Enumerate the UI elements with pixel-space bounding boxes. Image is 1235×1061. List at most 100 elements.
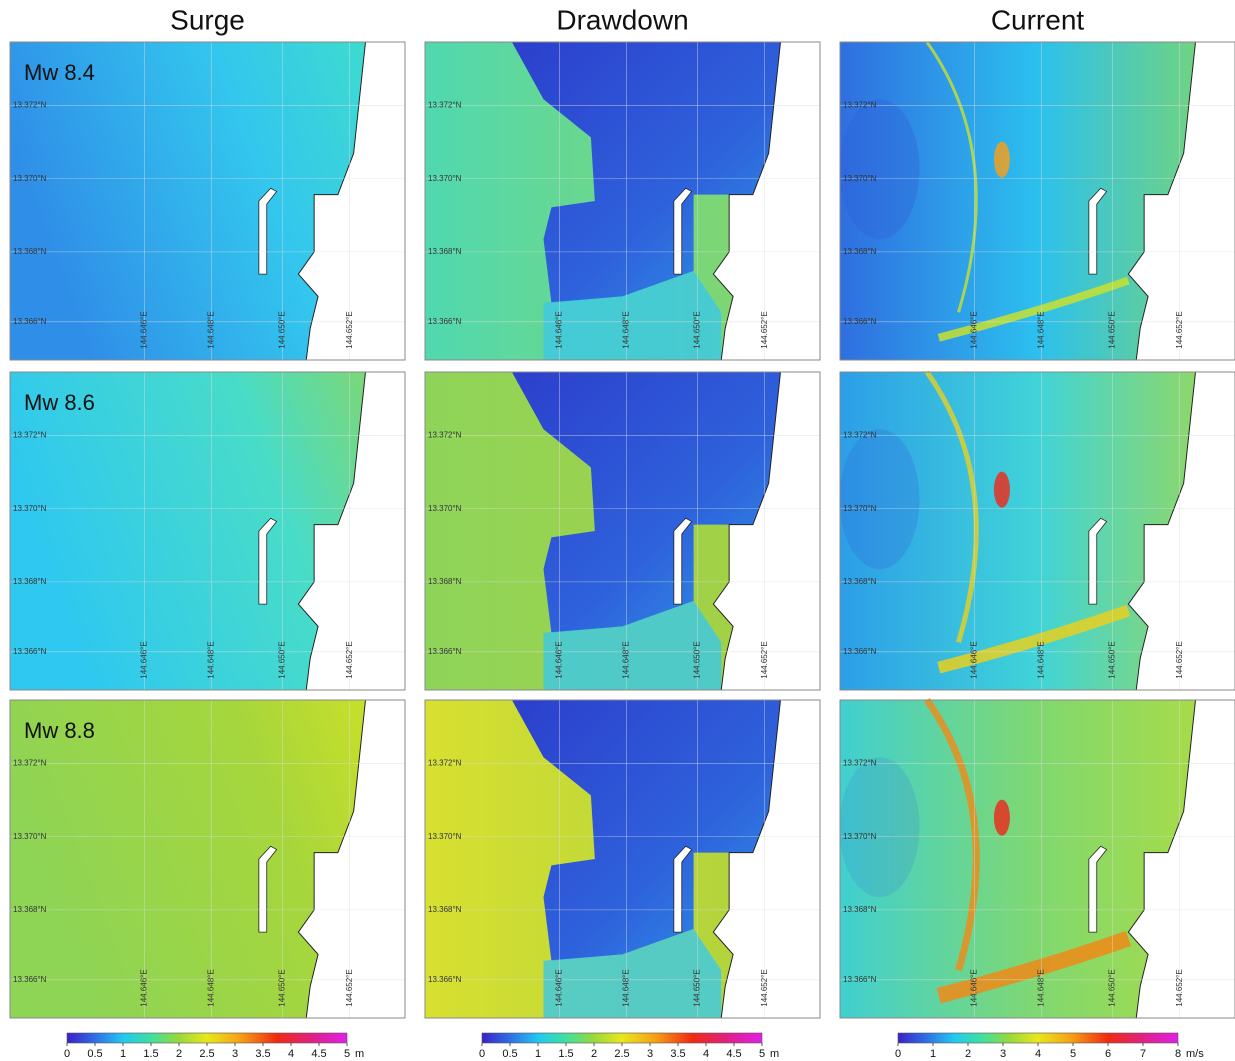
longitude-label: 144.650°E	[693, 969, 702, 1006]
longitude-label: 144.652°E	[760, 969, 769, 1006]
low-current	[840, 757, 920, 897]
latitude-label: 13.368°N	[428, 905, 462, 914]
longitude-label: 144.650°E	[1108, 311, 1117, 348]
colorbar-unit: m	[770, 1048, 779, 1060]
colorbar	[67, 1033, 347, 1043]
colorbar-tick-label: 4.5	[726, 1048, 741, 1060]
map-panel: 13.372°N 13.370°N 13.368°N 13.366°N 144.646°…	[10, 372, 405, 690]
latitude-label: 13.366°N	[428, 647, 462, 656]
longitude-label: 144.646°E	[969, 969, 978, 1006]
longitude-label: 144.648°E	[1037, 311, 1046, 348]
latitude-label: 13.370°N	[13, 504, 47, 513]
latitude-label: 13.372°N	[843, 431, 877, 440]
colorbar-tick-label: 8	[1175, 1048, 1181, 1060]
longitude-label: 144.652°E	[760, 641, 769, 678]
latitude-label: 13.372°N	[13, 431, 47, 440]
latitude-label: 13.368°N	[843, 577, 877, 586]
colorbar-tick-label: 3.5	[670, 1048, 685, 1060]
colorbar-tick-label: 0	[895, 1048, 901, 1060]
longitude-label: 144.652°E	[1175, 641, 1184, 678]
colorbar-tick-label: 5	[1070, 1048, 1076, 1060]
colorbar-unit: m/s	[1186, 1048, 1204, 1060]
longitude-label: 144.650°E	[1108, 641, 1117, 678]
figure: SurgeDrawdownCurrent13.372°N13.370°N13.3…	[0, 0, 1235, 1061]
colorbar-tick-label: 3	[647, 1048, 653, 1060]
longitude-label: 144.648°E	[1037, 641, 1046, 678]
latitude-label: 13.366°N	[428, 317, 462, 326]
latitude-label: 13.370°N	[428, 504, 462, 513]
latitude-label: 13.368°N	[843, 905, 877, 914]
latitude-label: 13.368°N	[428, 577, 462, 586]
colorbar-tick-label: 0	[64, 1048, 70, 1060]
colorbar-tick-label: 3	[232, 1048, 238, 1060]
longitude-label: 144.648°E	[622, 969, 631, 1006]
colorbar-tick-label: 3.5	[255, 1048, 270, 1060]
map-panel: 13.372°N13.370°N13.368°N13.366°N144.646°…	[840, 372, 1235, 690]
eddy	[994, 142, 1010, 178]
latitude-label: 13.368°N	[13, 905, 47, 914]
latitude-label: 13.372°N	[843, 759, 877, 768]
longitude-label: 144.648°E	[207, 641, 216, 678]
longitude-label: 144.650°E	[278, 641, 287, 678]
colorbar-tick-label: 0.5	[87, 1048, 102, 1060]
latitude-label: 13.370°N	[428, 832, 462, 841]
low-current	[840, 99, 920, 239]
latitude-label: 13.368°N	[13, 577, 47, 586]
latitude-label: 13.372°N	[13, 759, 47, 768]
colorbar-tick-label: 1	[120, 1048, 126, 1060]
longitude-label: 144.646°E	[554, 969, 563, 1006]
colorbar-tick-label: 2.5	[199, 1048, 214, 1060]
latitude-label: 13.370°N	[428, 174, 462, 183]
longitude-label: 144.646°E	[969, 311, 978, 348]
longitude-label: 144.648°E	[1037, 969, 1046, 1006]
low-current	[840, 429, 920, 569]
latitude-label: 13.366°N	[13, 317, 47, 326]
longitude-label: 144.646°E	[139, 641, 148, 678]
colorbar-tick-label: 5	[759, 1048, 765, 1060]
row-label: Mw 8.4	[24, 60, 95, 85]
longitude-label: 144.650°E	[693, 311, 702, 348]
map-panel: 13.372°N13.370°N13.368°N13.366°N144.646°…	[10, 42, 405, 360]
longitude-label: 144.652°E	[345, 311, 354, 348]
longitude-label: 144.652°E	[1175, 969, 1184, 1006]
colorbar-tick-label: 0.5	[502, 1048, 517, 1060]
latitude-label: 13.366°N	[13, 975, 47, 984]
latitude-label: 13.368°N	[428, 247, 462, 256]
latitude-label: 13.370°N	[843, 504, 877, 513]
latitude-label: 13.366°N	[13, 647, 47, 656]
longitude-label: 144.646°E	[139, 311, 148, 348]
latitude-label: 13.366°N	[843, 975, 877, 984]
eddy	[994, 472, 1010, 508]
longitude-label: 144.652°E	[1175, 311, 1184, 348]
longitude-label: 144.646°E	[554, 641, 563, 678]
colorbar-tick-label: 2.5	[614, 1048, 629, 1060]
longitude-label: 144.648°E	[622, 641, 631, 678]
colorbar-tick-label: 4	[703, 1048, 709, 1060]
latitude-label: 13.366°N	[843, 647, 877, 656]
map-panel: 13.372°N 13.370°N 13.368°N 13.366°N 144.646°…	[840, 700, 1235, 1018]
latitude-label: 13.368°N	[13, 247, 47, 256]
colorbar-tick-label: 2	[176, 1048, 182, 1060]
colorbar	[482, 1033, 762, 1043]
longitude-label: 144.646°E	[139, 969, 148, 1006]
longitude-label: 144.650°E	[1108, 969, 1117, 1006]
colorbar-tick-label: 5	[344, 1048, 350, 1060]
latitude-label: 13.366°N	[843, 317, 877, 326]
latitude-label: 13.370°N	[843, 832, 877, 841]
longitude-label: 144.648°E	[622, 311, 631, 348]
longitude-label: 144.652°E	[345, 969, 354, 1006]
column-title: Surge	[170, 4, 245, 35]
latitude-label: 13.370°N	[13, 832, 47, 841]
row-label: Mw 8.6	[24, 390, 95, 415]
column-title: Current	[991, 4, 1085, 35]
latitude-label: 13.372°N	[428, 101, 462, 110]
longitude-label: 144.650°E	[278, 311, 287, 348]
latitude-label: 13.370°N	[13, 174, 47, 183]
longitude-label: 144.650°E	[278, 969, 287, 1006]
latitude-label: 13.368°N	[843, 247, 877, 256]
latitude-label: 13.372°N	[428, 431, 462, 440]
column-title: Drawdown	[556, 4, 688, 35]
colorbar-tick-label: 2	[965, 1048, 971, 1060]
